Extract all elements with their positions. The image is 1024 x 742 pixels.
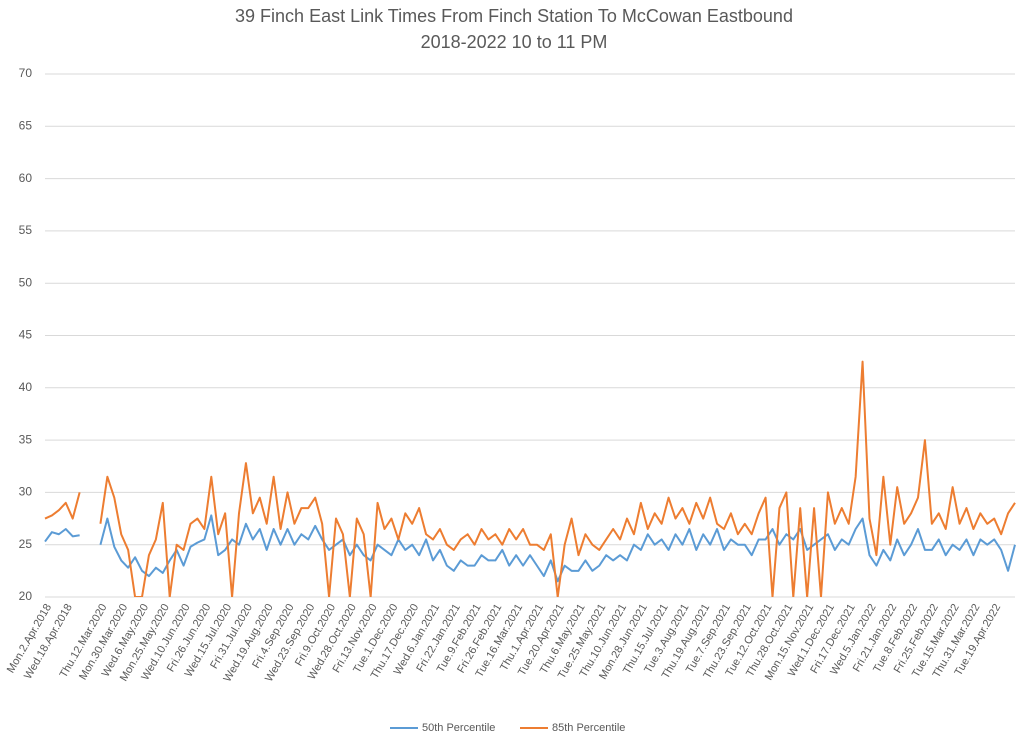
y-tick-label: 20 bbox=[19, 589, 33, 603]
y-tick-label: 45 bbox=[19, 328, 33, 342]
y-tick-label: 50 bbox=[19, 275, 33, 289]
y-tick-label: 65 bbox=[19, 118, 33, 132]
x-axis: Mon.2.Apr.2018Wed.18.Apr.2018Thu.12.Mar.… bbox=[5, 602, 1003, 684]
series-line bbox=[99, 514, 1016, 583]
legend-label: 85th Percentile bbox=[552, 722, 625, 734]
y-tick-label: 30 bbox=[19, 485, 33, 499]
legend: 50th Percentile 85th Percentile bbox=[390, 722, 625, 734]
chart-subtitle: 2018-2022 10 to 11 PM bbox=[421, 32, 608, 52]
y-tick-label: 35 bbox=[19, 432, 33, 446]
chart-title: 39 Finch East Link Times From Finch Stat… bbox=[235, 6, 793, 26]
y-tick-label: 40 bbox=[19, 380, 33, 394]
plot-area bbox=[44, 360, 1016, 597]
y-tick-label: 70 bbox=[19, 66, 33, 80]
series-line bbox=[44, 492, 81, 520]
legend-label: 50th Percentile bbox=[422, 722, 495, 734]
y-tick-label: 55 bbox=[19, 223, 33, 237]
y-tick-label: 25 bbox=[19, 537, 33, 551]
series-line bbox=[44, 528, 80, 543]
series-line bbox=[99, 360, 1016, 597]
grid: 20 25 30 35 40 45 50 55 60 65 70 bbox=[19, 66, 1015, 603]
y-tick-label: 60 bbox=[19, 171, 33, 185]
